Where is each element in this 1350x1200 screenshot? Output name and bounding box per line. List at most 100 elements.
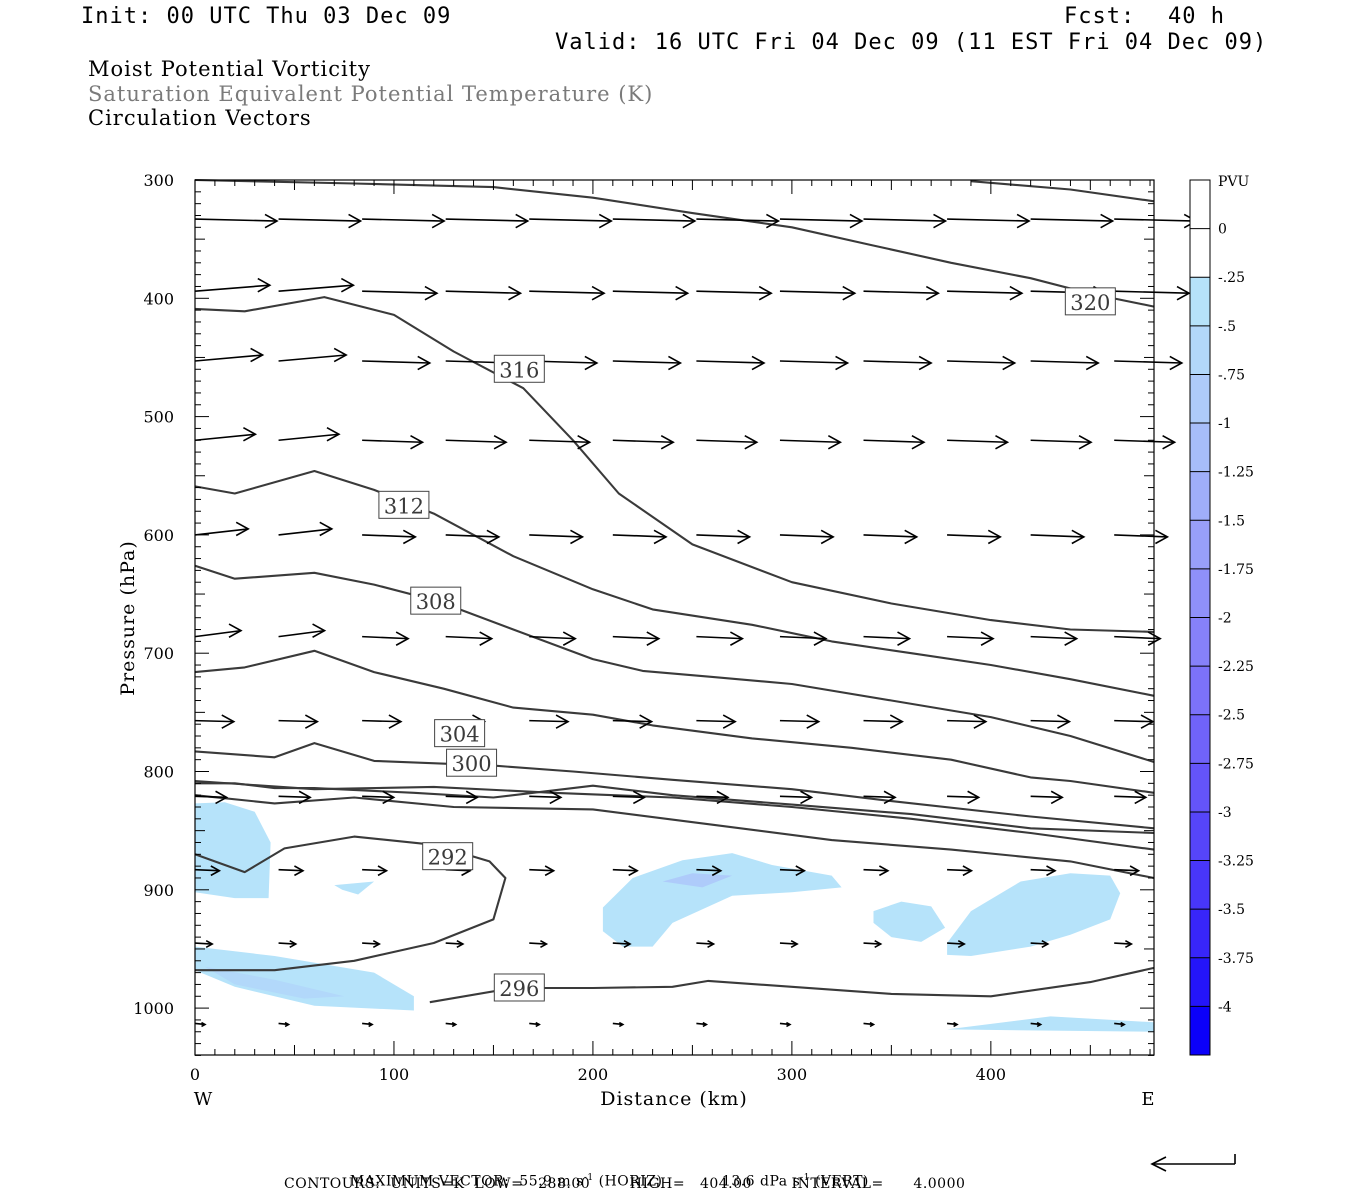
colorbar-tick-label: -2.5 (1218, 708, 1245, 724)
circulation-vector (1114, 1021, 1126, 1028)
colorbar-bin (1190, 374, 1210, 424)
y-tick-label: 1000 (133, 999, 174, 1018)
circulation-vector (863, 285, 940, 301)
circulation-vector (1030, 790, 1064, 805)
colorbar-unit: PVU (1218, 174, 1250, 190)
contour-label-316: 316 (493, 354, 545, 383)
colorbar-bin (1190, 957, 1210, 1007)
contour-label-320: 320 (1064, 287, 1116, 316)
contour-label-box (493, 973, 545, 1002)
circulation-vector (1114, 790, 1148, 805)
title-vectors: Circulation Vectors (88, 106, 312, 130)
pvu-colorbar: PVU 0 -.25 -.5 -.75 -1 -1.25 -1.5 -1.75 -2 -2.25 -2… (1189, 174, 1254, 1056)
circulation-vector (194, 865, 222, 877)
mpv-region-5 (662, 873, 733, 888)
colorbar-bin (1190, 860, 1210, 910)
contour-label-box (434, 719, 486, 748)
mpv-region-8 (947, 1016, 1154, 1032)
header-init: Init: 00 UTC Thu 03 Dec 09 (81, 4, 452, 29)
circulation-vector (696, 865, 723, 877)
mpv-fill-layer (195, 802, 1154, 1032)
theta-es-contour-layer (194, 178, 1155, 1004)
circulation-vector (529, 865, 556, 877)
circulation-vector (1030, 714, 1072, 729)
colorbar-bin (1190, 763, 1210, 812)
circulation-vector (696, 631, 745, 646)
circulation-vector (1114, 285, 1191, 301)
circulation-vector (1114, 529, 1170, 545)
mpv-region-7 (947, 873, 1121, 956)
contour-label-text: 296 (499, 977, 539, 1001)
circulation-vector (362, 790, 396, 805)
circulation-vector (1030, 1021, 1043, 1028)
colorbar-tick-label: -.5 (1218, 319, 1236, 335)
colorbar-bin (1190, 471, 1210, 521)
x-end-label-west: W (194, 1089, 213, 1110)
contour-label-text: 320 (1070, 291, 1110, 315)
circulation-vector (779, 529, 835, 545)
circulation-vector (278, 213, 363, 229)
contour-label-text: 300 (452, 752, 492, 776)
circulation-vector (529, 434, 592, 450)
header-fcst-label: Fcst: (1064, 4, 1136, 29)
circulation-vector (194, 940, 214, 949)
max-vector-vert-value: 13.6 dPa s (721, 1173, 801, 1190)
circulation-vector (362, 714, 403, 729)
contour-label-300: 300 (446, 748, 498, 777)
circulation-vector (612, 940, 632, 949)
circulation-vector (1114, 631, 1162, 646)
circulation-vector (194, 277, 272, 293)
circulation-vector (194, 623, 243, 638)
circulation-vector (362, 285, 439, 301)
circulation-vector (612, 529, 668, 545)
colorbar-tick-label: -1.5 (1218, 513, 1245, 529)
circulation-vector (278, 714, 320, 729)
colorbar-bin (1190, 277, 1210, 326)
circulation-vector (696, 213, 781, 229)
contour-label-box (378, 490, 430, 519)
circulation-vector (445, 285, 523, 301)
circulation-vector (863, 213, 948, 229)
circulation-vector (1114, 434, 1177, 450)
circulation-vector (1030, 865, 1057, 877)
circulation-vector (194, 426, 258, 442)
contour-label-text: 316 (499, 358, 539, 382)
circulation-vector (529, 631, 577, 646)
circulation-vector (696, 1021, 709, 1028)
circulation-vector (696, 355, 766, 371)
colorbar-tick-label: -3.75 (1218, 951, 1254, 967)
circulation-vector (194, 213, 279, 229)
contour-label-text: 304 (440, 723, 480, 747)
circulation-vector (1114, 940, 1134, 949)
circulation-vector (612, 865, 639, 877)
circulation-vector (947, 213, 1031, 229)
y-tick-label: 600 (143, 526, 174, 545)
colorbar-bin (1190, 714, 1210, 764)
circulation-vector (278, 521, 334, 537)
title-theta-es: Saturation Equivalent Potential Temperat… (88, 82, 654, 106)
mpv-region-2 (204, 966, 345, 999)
circulation-vector (362, 1021, 374, 1028)
colorbar-bin (1190, 520, 1210, 569)
circulation-vector (947, 355, 1017, 371)
circulation-vector (612, 714, 654, 729)
theta-es-contour-308 (194, 564, 1155, 764)
circulation-vector (1114, 714, 1155, 729)
contour-labels: 292 296 300 304 308 312 316 320 (378, 287, 1116, 1002)
circulation-vector (194, 790, 229, 805)
circulation-vector (947, 434, 1010, 450)
theta-es-contour-300 (194, 742, 1155, 830)
circulation-vector (779, 1021, 792, 1028)
x-tick-label: 100 (379, 1065, 410, 1084)
circulation-vector (1030, 529, 1086, 545)
circulation-vector (863, 1021, 876, 1028)
x-axis-label: Distance (km) (600, 1088, 748, 1110)
y-tick-label: 400 (143, 289, 174, 308)
circulation-vector (696, 529, 752, 545)
circulation-vector (1030, 940, 1050, 949)
contour-label-304: 304 (434, 719, 486, 748)
colorbar-bin (1190, 180, 1210, 229)
circulation-vector (445, 1021, 458, 1028)
x-tick-label: 300 (777, 1065, 808, 1084)
